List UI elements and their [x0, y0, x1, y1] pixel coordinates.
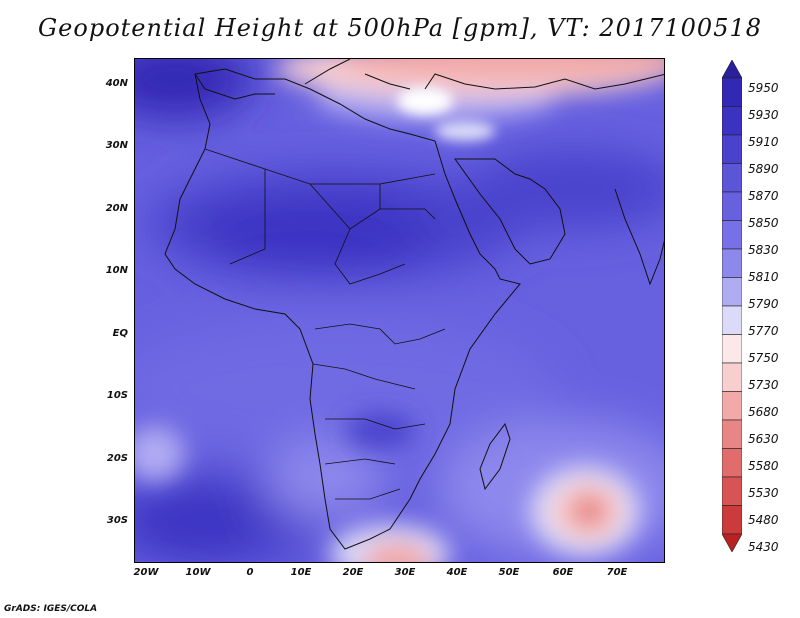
lat-label: 30N: [105, 140, 128, 151]
colorbar-label: 5830: [748, 243, 779, 257]
lat-label: 10N: [105, 265, 128, 276]
europe-coastline: [194, 59, 664, 100]
field-west-light: [135, 426, 185, 482]
colorbar-label: 5770: [748, 324, 779, 338]
colorbar-cell: [722, 419, 742, 449]
colorbar-cell: [722, 134, 742, 164]
lon-label: 10E: [290, 567, 312, 578]
colorbar-cells: [722, 60, 742, 552]
colorbar-cell: [722, 77, 742, 107]
field-greece-white: [397, 87, 453, 115]
arabia-coastline: [454, 158, 566, 265]
colorbar-cell: [722, 505, 742, 535]
colorbar-label: 5530: [748, 486, 779, 500]
colorbar-label: 5890: [748, 162, 779, 176]
colorbar-cell: [722, 391, 742, 421]
lat-label: 20S: [106, 453, 128, 464]
colorbar-cell: [722, 191, 742, 221]
lon-label: 10W: [185, 567, 211, 578]
madagascar-coastline: [479, 422, 511, 491]
field-atl-light: [265, 439, 385, 519]
colorbar: [722, 60, 742, 552]
border-sahel: [334, 208, 436, 285]
colorbar-cell: [722, 248, 742, 278]
colorbar-cell: [722, 220, 742, 250]
colorbar-label: 5850: [748, 216, 779, 230]
africa-coastline: [164, 68, 521, 550]
lon-label: 20E: [342, 567, 364, 578]
lon-label: 70E: [606, 567, 628, 578]
geopotential-map: [135, 59, 664, 562]
field-sahara-core: [195, 199, 435, 269]
colorbar-label: 5870: [748, 189, 779, 203]
lat-label: 30S: [106, 515, 128, 526]
lat-label: 40N: [105, 78, 128, 89]
india-coastline: [614, 188, 664, 286]
country-borders: [204, 148, 446, 500]
map-title: Geopotential Height at 500hPa [gpm], VT:…: [38, 14, 762, 42]
colorbar-label: 5430: [748, 540, 779, 554]
colorbar-label: 5480: [748, 513, 779, 527]
field-satl-core: [135, 494, 260, 554]
lon-label: 30E: [394, 567, 416, 578]
colorbar-cell: [722, 448, 742, 478]
field-europe-core: [335, 59, 664, 81]
grads-credit: GrADS: IGES/COLA: [4, 604, 98, 614]
colorbar-label: 5810: [748, 270, 779, 284]
colorbar-label: 5790: [748, 297, 779, 311]
colorbar-cell: [722, 476, 742, 506]
field-detail-layers: [397, 87, 495, 141]
colorbar-label: 5910: [748, 135, 779, 149]
colorbar-cell: [722, 277, 742, 307]
colorbar-cell: [722, 106, 742, 136]
lon-label: 0: [246, 567, 254, 578]
colorbar-label: 5950: [748, 81, 779, 95]
colorbar-label: 5730: [748, 378, 779, 392]
colorbar-label: 5750: [748, 351, 779, 365]
map-panel[interactable]: [134, 58, 665, 563]
colorbar-cell: [722, 334, 742, 364]
colorbar-label: 5680: [748, 405, 779, 419]
field-zambia-high: [345, 413, 415, 449]
lon-label: 60E: [552, 567, 574, 578]
border-central: [314, 323, 446, 345]
colorbar-cell: [722, 305, 742, 335]
lat-label: EQ: [112, 328, 128, 339]
field-arabia-ridge: [465, 149, 664, 229]
field-iberia-high: [135, 59, 255, 119]
colorbar-cell: [722, 163, 742, 193]
border-south: [312, 363, 426, 430]
colorbar-label: 5580: [748, 459, 779, 473]
field-safr-core: [362, 541, 432, 562]
colorbar-cell: [722, 60, 742, 79]
coastlines: [164, 59, 664, 550]
colorbar-cell: [722, 533, 742, 552]
field-io-trough-core: [569, 493, 609, 529]
field-sharp-layers: [135, 59, 664, 562]
lat-label: 20N: [105, 203, 128, 214]
field-levant-light: [435, 121, 495, 141]
lon-label: 40E: [446, 567, 468, 578]
lat-label: 10S: [106, 390, 128, 401]
lon-label: 50E: [498, 567, 520, 578]
colorbar-label: 5930: [748, 108, 779, 122]
lon-label: 20W: [133, 567, 159, 578]
border-sahara: [229, 169, 381, 265]
colorbar-cell: [722, 362, 742, 392]
border-southern: [324, 458, 401, 500]
colorbar-label: 5630: [748, 432, 779, 446]
